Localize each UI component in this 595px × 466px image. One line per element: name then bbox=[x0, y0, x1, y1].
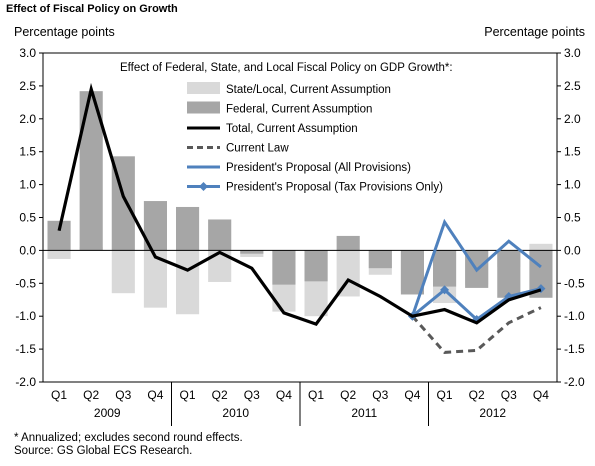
bar-federal bbox=[432, 250, 457, 287]
x-tick-label: Q3 bbox=[372, 388, 388, 402]
legend-marker bbox=[199, 182, 208, 191]
x-tick-label: Q1 bbox=[51, 388, 67, 402]
year-label: 2010 bbox=[222, 406, 249, 420]
x-tick-label: Q2 bbox=[469, 388, 485, 402]
y-tick-label-right: -0.5 bbox=[564, 276, 585, 290]
y-tick-label-left: 3.0 bbox=[19, 46, 36, 60]
y-tick-label-left: 1.5 bbox=[19, 145, 36, 159]
left-axis-unit: Percentage points bbox=[14, 25, 115, 39]
x-tick-label: Q1 bbox=[437, 388, 453, 402]
y-tick-label-right: -1.0 bbox=[564, 309, 585, 323]
footnote: * Annualized; excludes second round effe… bbox=[14, 432, 243, 458]
x-tick-label: Q3 bbox=[115, 388, 131, 402]
x-tick-label: Q4 bbox=[404, 388, 420, 402]
y-tick-label-left: 0.5 bbox=[19, 211, 36, 225]
bar-federal bbox=[240, 250, 264, 254]
x-tick-label: Q4 bbox=[147, 388, 163, 402]
legend-label: Current Law bbox=[226, 143, 289, 155]
legend-title: Effect of Federal, State, and Local Fisc… bbox=[120, 62, 453, 74]
bar-federal bbox=[143, 201, 168, 251]
y-tick-label-right: 1.0 bbox=[564, 178, 581, 192]
bar-federal bbox=[304, 250, 328, 282]
year-label: 2009 bbox=[94, 406, 121, 420]
y-tick-label-left: -1.5 bbox=[15, 342, 36, 356]
right-axis-unit: Percentage points bbox=[484, 25, 585, 39]
legend-swatch bbox=[187, 101, 220, 114]
bar-federal bbox=[497, 250, 521, 298]
legend-swatch bbox=[187, 82, 220, 94]
year-label: 2011 bbox=[351, 406, 377, 420]
legend-label: Federal, Current Assumption bbox=[226, 104, 372, 116]
y-tick-label-left: -2.0 bbox=[15, 375, 36, 389]
bar-state-local bbox=[336, 250, 360, 297]
y-tick-label-left: 0.0 bbox=[19, 243, 36, 257]
bar-state-local bbox=[143, 250, 168, 308]
bar-federal bbox=[368, 250, 392, 269]
legend-label: Total, Current Assumption bbox=[226, 123, 358, 135]
line-proposal-tax bbox=[411, 287, 542, 322]
x-tick-label: Q2 bbox=[340, 388, 356, 402]
y-tick-label-left: -1.0 bbox=[15, 309, 36, 323]
bar-federal bbox=[79, 91, 103, 251]
y-tick-label-left: 2.5 bbox=[19, 79, 36, 93]
y-tick-label-left: -0.5 bbox=[15, 276, 36, 290]
y-tick-label-right: 1.5 bbox=[564, 145, 581, 159]
y-tick-label-right: -1.5 bbox=[564, 342, 585, 356]
bar-federal bbox=[400, 250, 425, 295]
legend-label: President's Proposal (All Provisions) bbox=[226, 162, 411, 174]
x-tick-label: Q3 bbox=[501, 388, 517, 402]
x-tick-label: Q4 bbox=[533, 388, 549, 402]
y-tick-label-right: 2.5 bbox=[564, 79, 581, 93]
x-tick-label: Q2 bbox=[212, 388, 228, 402]
x-tick-label: Q1 bbox=[308, 388, 324, 402]
line-total bbox=[57, 82, 542, 327]
line-proposal-all bbox=[410, 218, 542, 317]
y-tick-label-left: 2.0 bbox=[19, 112, 36, 126]
figure-title: Effect of Fiscal Policy on Growth bbox=[6, 3, 178, 15]
year-label: 2012 bbox=[479, 406, 506, 420]
bar-federal bbox=[208, 219, 232, 251]
bar-state-local bbox=[111, 250, 135, 294]
marker-proposal-tax bbox=[440, 285, 450, 295]
y-tick-label-right: 2.0 bbox=[564, 112, 581, 126]
y-tick-label-right: 3.0 bbox=[564, 46, 581, 60]
footnote-source: Source: GS Global ECS Research. bbox=[14, 445, 193, 457]
bar-federal bbox=[336, 235, 360, 251]
y-tick-label-right: 0.0 bbox=[564, 243, 581, 257]
bar-state-local bbox=[175, 250, 200, 315]
line-current-law bbox=[411, 306, 542, 354]
bar-federal bbox=[175, 206, 200, 251]
bar-state-local bbox=[208, 250, 232, 282]
y-tick-label-left: 1.0 bbox=[19, 178, 36, 192]
y-tick-label-right: -2.0 bbox=[564, 375, 585, 389]
y-tick-label-right: 0.5 bbox=[564, 211, 581, 225]
bar-state-local bbox=[47, 250, 71, 259]
legend-label: President's Proposal (Tax Provisions Onl… bbox=[226, 182, 443, 194]
bar-federal bbox=[272, 250, 296, 285]
x-tick-label: Q3 bbox=[244, 388, 260, 402]
x-tick-label: Q2 bbox=[83, 388, 99, 402]
legend-label: State/Local, Current Assumption bbox=[226, 84, 391, 96]
x-tick-label: Q4 bbox=[276, 388, 292, 402]
bar-state-local bbox=[529, 243, 553, 251]
footnote-line-1: * Annualized; excludes second round effe… bbox=[14, 432, 243, 444]
bar-federal bbox=[47, 220, 71, 251]
x-tick-label: Q1 bbox=[180, 388, 196, 402]
